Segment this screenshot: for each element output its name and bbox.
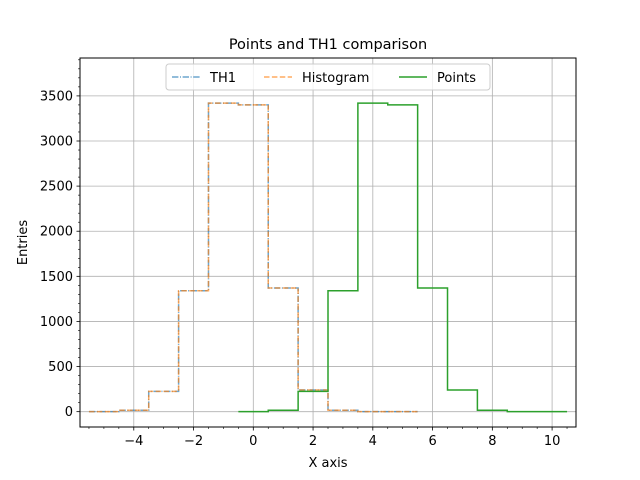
- chart-title: Points and TH1 comparison: [229, 37, 427, 53]
- x-tick-label: 4: [369, 434, 377, 449]
- y-tick-label: 1500: [40, 270, 73, 285]
- series-histogram-line: [88, 102, 418, 413]
- y-tick-label: 3500: [40, 89, 73, 104]
- x-tick-label: −4: [124, 434, 143, 449]
- x-axis-label: X axis: [308, 456, 347, 471]
- y-tick-label: 2500: [40, 180, 73, 195]
- x-tick-label: −2: [184, 434, 203, 449]
- x-tick-label: 10: [544, 434, 561, 449]
- x-tick-label: 6: [428, 434, 436, 449]
- y-tick-label: 500: [48, 360, 73, 375]
- legend-th1-label: TH1: [209, 71, 236, 86]
- legend-box: [165, 63, 491, 91]
- series-layer: [88, 102, 568, 413]
- y-tick-label: 1000: [40, 315, 73, 330]
- y-tick-label: 2000: [40, 225, 73, 240]
- y-tick-label: 0: [65, 405, 73, 420]
- legend-points-label: Points: [437, 71, 476, 86]
- series-points-line: [238, 102, 568, 413]
- y-tick-label: 3000: [40, 135, 73, 150]
- x-tick-label: 0: [249, 434, 257, 449]
- legend: TH1 Histogram Points: [165, 63, 491, 91]
- y-axis-label: Entries: [16, 220, 31, 266]
- x-tick-label: 2: [309, 434, 317, 449]
- legend-histogram-label: Histogram: [302, 71, 369, 86]
- x-tick-label: 8: [488, 434, 496, 449]
- ticks: −4 −2 0 2 4 6 8 10 0 500 1000 1500 2000 2500 3000 3500: [40, 59, 568, 449]
